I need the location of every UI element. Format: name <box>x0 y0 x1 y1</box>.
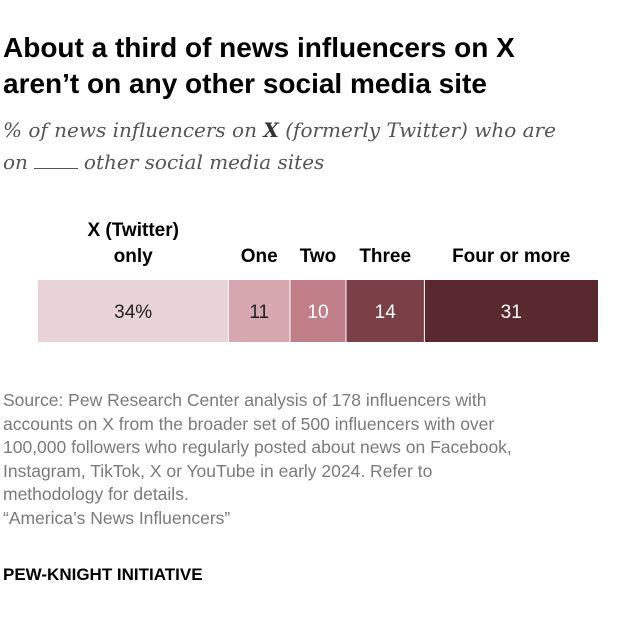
title-line-1: About a third of news influencers on X <box>3 32 515 63</box>
subtitle-on: on <box>3 150 28 174</box>
subtitle-x-bold: X <box>263 118 279 142</box>
stacked-bar-chart: 34% X (Twitter) only 11 One 10 Two 14 Three 31 Fou… <box>38 220 598 342</box>
chart-title: About a third of news influencers on X a… <box>3 30 613 102</box>
bar-segment <box>38 280 229 342</box>
category-label: Four or more <box>452 246 570 267</box>
category-label: Two <box>300 246 337 267</box>
source-note: Source: Pew Research Center analysis of … <box>3 389 615 530</box>
bar-value-label: 31 <box>501 302 522 323</box>
footer-label: PEW-KNIGHT INITIATIVE <box>3 565 203 584</box>
bar-segment <box>228 280 290 342</box>
bar-value-label: 34% <box>114 302 152 323</box>
chart-subtitle: % of news influencers on X (formerly Twi… <box>3 114 613 178</box>
source-line: “America’s News Influencers” <box>3 507 231 528</box>
subtitle-blank <box>33 152 78 169</box>
bar-segment <box>424 280 598 342</box>
category-label: only <box>114 246 153 267</box>
category-label: Three <box>359 246 411 267</box>
source-line: Source: Pew Research Center analysis of … <box>3 390 487 410</box>
subtitle-text-post: other social media sites <box>83 150 325 174</box>
bar-value-label: 11 <box>249 302 269 323</box>
subtitle-line-2: on other social media sites <box>3 146 613 178</box>
source-line: 100,000 followers who regularly posted a… <box>3 437 512 457</box>
bar-segment <box>290 280 346 342</box>
source-line: methodology for details. <box>3 484 189 504</box>
bar-value-label: 14 <box>375 302 397 323</box>
title-line-2: aren’t on any other social media site <box>3 68 487 99</box>
subtitle-text-mid: (formerly Twitter) who are <box>278 118 556 142</box>
bar-value-label: 10 <box>307 302 328 323</box>
bar-segment <box>346 280 425 342</box>
subtitle-line-1: % of news influencers on X (formerly Twi… <box>3 114 613 146</box>
source-line: Instagram, TikTok, X or YouTube in early… <box>3 460 433 481</box>
subtitle-text-pre: % of news influencers on <box>3 118 264 142</box>
category-label: One <box>241 246 278 267</box>
source-line: accounts on X from the broader set of 50… <box>3 413 495 434</box>
category-label: X (Twitter) <box>87 220 178 241</box>
